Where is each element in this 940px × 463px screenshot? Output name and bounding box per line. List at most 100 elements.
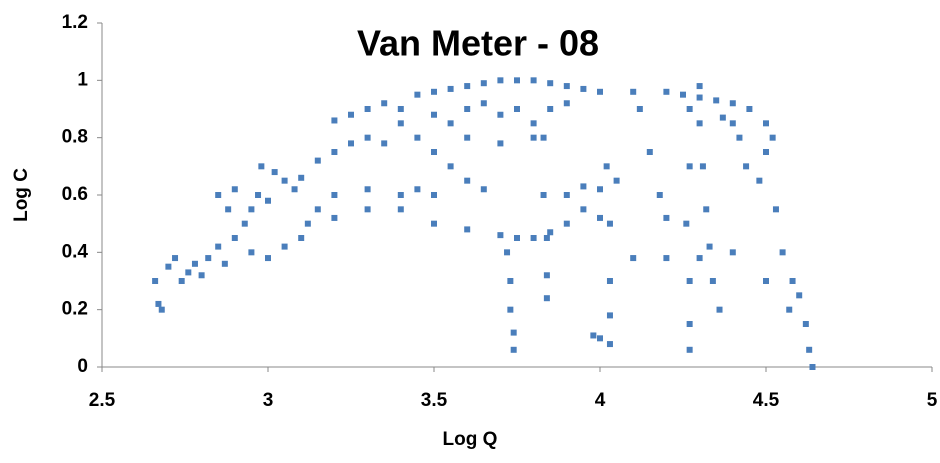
point: [802, 321, 809, 327]
point: [265, 197, 271, 204]
point: [514, 106, 520, 112]
point: [185, 269, 192, 276]
point: [331, 149, 338, 155]
y-tick-label: 0.4: [62, 241, 89, 262]
point: [729, 120, 736, 127]
point: [480, 186, 487, 193]
point: [696, 83, 703, 90]
point: [530, 235, 537, 241]
point: [158, 306, 165, 313]
point: [198, 272, 205, 279]
point: [530, 120, 537, 127]
point: [590, 332, 597, 339]
point: [743, 163, 750, 170]
point: [597, 186, 603, 193]
point: [606, 220, 613, 227]
point: [165, 263, 172, 270]
point: [258, 163, 265, 170]
point: [543, 235, 550, 241]
point: [364, 206, 371, 213]
point: [597, 335, 603, 342]
point: [636, 106, 643, 112]
point: [291, 186, 298, 193]
point: [663, 88, 670, 95]
point: [191, 260, 198, 267]
point: [497, 140, 504, 147]
point: [298, 235, 305, 241]
point: [597, 88, 603, 95]
y-tick-label: 0.2: [62, 299, 88, 320]
point: [514, 235, 520, 241]
y-tick-label: 1.2: [62, 12, 88, 33]
point: [806, 346, 813, 353]
y-tick-label: 0.8: [62, 127, 88, 148]
point: [314, 206, 321, 213]
point: [630, 255, 637, 262]
point: [746, 106, 753, 112]
point: [756, 177, 763, 184]
point: [706, 243, 713, 250]
point: [231, 186, 238, 193]
point: [663, 214, 670, 221]
point: [713, 97, 720, 104]
point: [414, 134, 421, 141]
point: [763, 278, 769, 284]
point: [580, 206, 587, 213]
point: [331, 192, 338, 198]
point: [686, 346, 693, 353]
point: [547, 80, 554, 87]
point: [763, 149, 769, 155]
point: [397, 192, 404, 198]
point: [547, 106, 554, 112]
point: [663, 255, 670, 262]
point: [606, 278, 613, 284]
point: [447, 85, 454, 92]
point: [381, 100, 388, 107]
chart-title: Van Meter - 08: [357, 23, 599, 64]
point: [265, 255, 271, 262]
point: [381, 140, 388, 147]
point: [314, 157, 321, 164]
point: [507, 278, 514, 284]
point: [221, 260, 228, 267]
point: [447, 120, 454, 127]
point: [789, 278, 796, 284]
point: [772, 206, 779, 213]
point: [779, 249, 786, 256]
x-tick-label: 3.5: [421, 390, 448, 411]
point: [414, 186, 421, 193]
point: [271, 169, 278, 176]
point: [736, 134, 743, 141]
point: [683, 220, 690, 227]
point: [696, 120, 703, 127]
point: [709, 278, 716, 284]
point: [597, 214, 603, 221]
point: [809, 364, 816, 370]
point: [215, 243, 222, 250]
point: [543, 295, 550, 302]
point: [786, 306, 793, 313]
y-tick-label: 1: [77, 69, 88, 90]
point: [464, 177, 471, 184]
point: [348, 140, 354, 147]
point: [205, 255, 212, 262]
point: [580, 85, 587, 92]
point: [563, 220, 570, 227]
point: [155, 300, 162, 307]
y-axis-label: Log C: [11, 168, 32, 222]
point: [796, 292, 803, 299]
point: [414, 91, 421, 98]
point: [497, 77, 504, 84]
point: [656, 192, 663, 198]
point: [630, 88, 637, 95]
point: [364, 106, 371, 112]
point: [480, 100, 487, 107]
point: [763, 120, 769, 127]
point: [729, 249, 736, 256]
point: [431, 192, 437, 198]
point: [397, 120, 404, 127]
point: [331, 117, 338, 124]
point: [397, 206, 404, 213]
point: [480, 80, 487, 87]
point: [680, 91, 686, 98]
